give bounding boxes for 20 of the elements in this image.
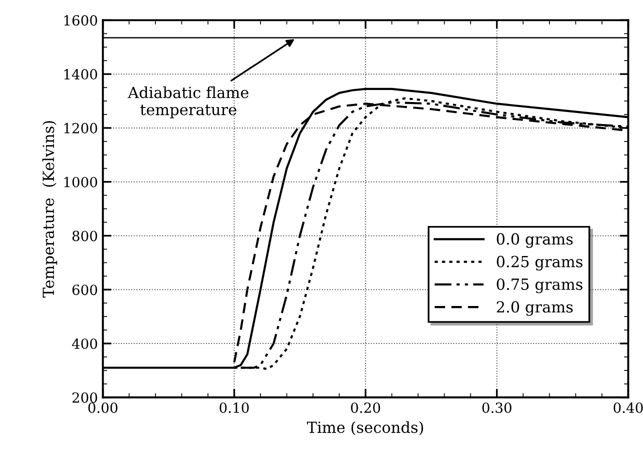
y-tick-label: 1000: [64, 176, 98, 188]
legend-label: 0.0 grams: [496, 233, 573, 248]
y-tick-label: 1400: [64, 69, 98, 80]
y-tick-label: 1600: [64, 15, 98, 26]
x-axis-title: Time (seconds): [306, 421, 424, 436]
legend-label: 2.0 grams: [496, 301, 573, 316]
y-axis-title: Temperature (Kelvins): [42, 121, 58, 298]
x-tick-label: 0.20: [351, 402, 380, 413]
annotation: Adiabatic flame temperature: [128, 86, 248, 118]
y-tick-label: 1200: [64, 122, 98, 134]
x-tick-label: 0.10: [220, 402, 249, 413]
y-tick-label: 200: [72, 392, 98, 403]
legend-label: 0.25 grams: [496, 256, 582, 271]
x-tick-label: 0.30: [482, 402, 512, 413]
x-tick-label: 0.40: [614, 402, 643, 413]
y-tick-label: 400: [72, 338, 98, 349]
y-tick-label: 800: [72, 230, 98, 242]
y-tick-label: 600: [72, 284, 98, 296]
x-tick-label: 0.00: [88, 402, 118, 413]
legend-label: 0.75 grams: [496, 278, 582, 294]
